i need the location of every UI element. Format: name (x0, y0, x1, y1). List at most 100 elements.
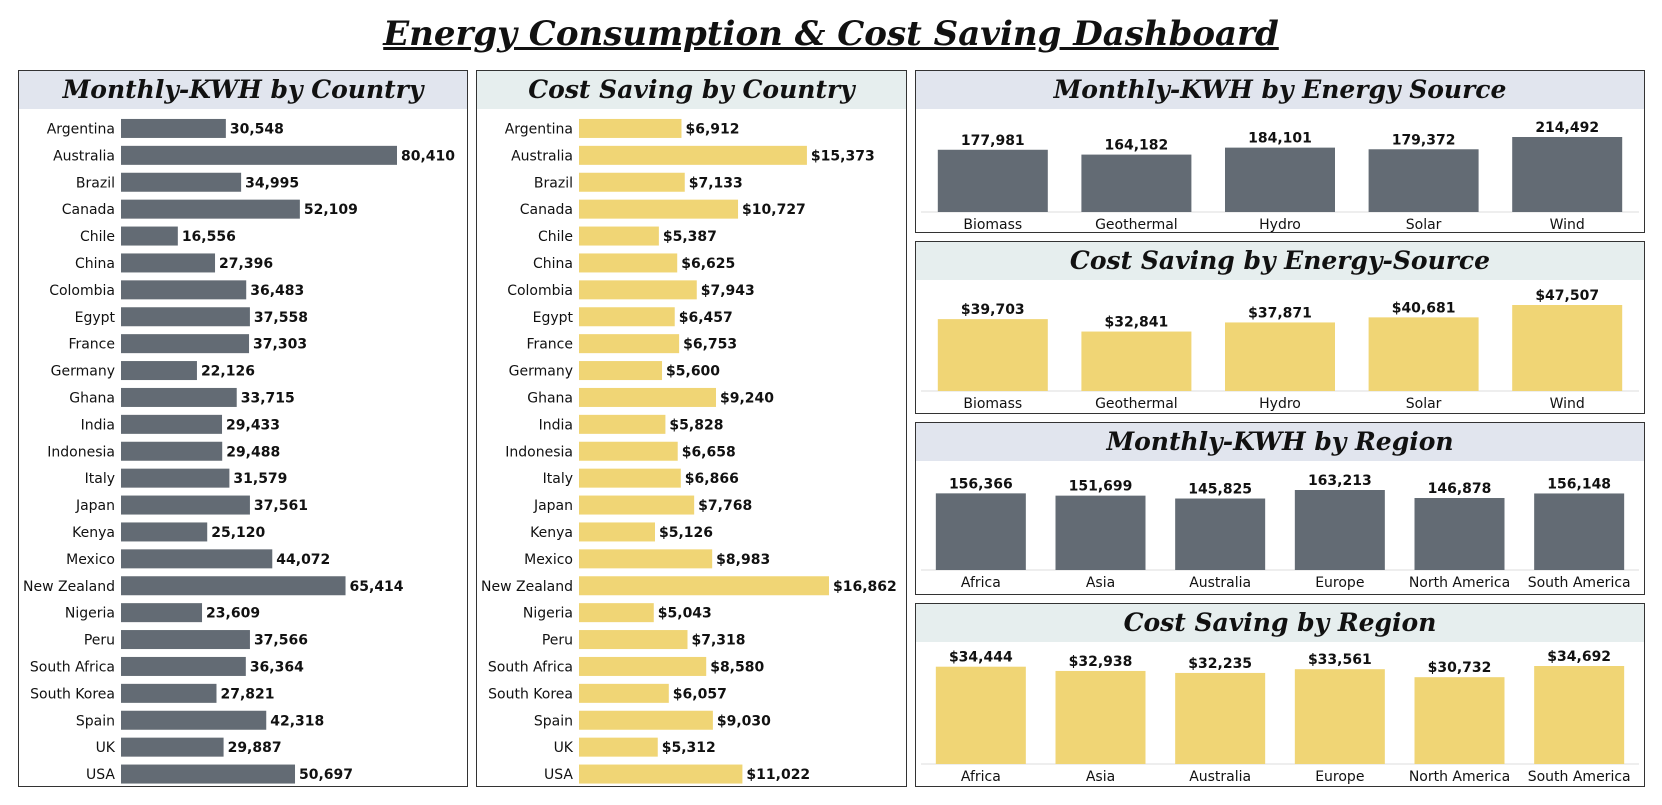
kwh-by-source-title: Monthly-KWH by Energy Source (916, 71, 1644, 109)
cost-country-category-label: India (539, 417, 573, 433)
kwh-region-bar-south-america (1534, 493, 1625, 570)
cost-region-bar-asia (1055, 670, 1146, 764)
cost-country-bar-usa (579, 764, 743, 784)
cost-country-value-label: $6,912 (685, 121, 739, 137)
cost-by-country-panel: Cost Saving by Country Argentina $6,912 Au… (476, 70, 907, 787)
cost-country-category-label: Indonesia (505, 444, 573, 460)
kwh-region-bar-asia (1055, 495, 1146, 570)
kwh-source-category-label: Wind (1550, 217, 1585, 232)
cost-country-bar-south-korea (579, 683, 669, 703)
cost-region-bar-south-america (1534, 666, 1625, 764)
kwh-source-bar-hydro (1225, 147, 1335, 212)
cost-country-category-label: Peru (542, 633, 573, 649)
cost-by-source-panel: Cost Saving by Energy-Source $39,703 Biom… (915, 241, 1645, 414)
cost-country-value-label: $5,387 (663, 229, 717, 245)
cost-country-category-label: South Korea (488, 686, 573, 702)
kwh-country-value-label: 42,318 (270, 713, 324, 729)
cost-source-category-label: Wind (1550, 396, 1585, 412)
cost-region-value-label: $32,938 (1069, 654, 1133, 670)
cost-region-category-label: Australia (1189, 769, 1251, 785)
kwh-country-value-label: 36,483 (250, 283, 304, 299)
cost-country-category-label: Kenya (530, 525, 573, 541)
cost-country-value-label: $15,373 (811, 148, 875, 164)
kwh-region-value-label: 151,699 (1069, 479, 1133, 495)
cost-country-value-label: $5,043 (658, 606, 712, 622)
kwh-source-category-label: Solar (1406, 217, 1442, 232)
kwh-region-value-label: 156,148 (1547, 476, 1611, 492)
kwh-country-value-label: 80,410 (401, 148, 455, 164)
cost-country-bar-australia (579, 145, 807, 165)
kwh-country-category-label: New Zealand (23, 579, 115, 595)
cost-country-bar-egypt (579, 307, 675, 327)
kwh-country-bar-colombia (121, 280, 247, 300)
kwh-country-category-label: Kenya (72, 525, 115, 541)
kwh-country-category-label: China (75, 256, 115, 272)
kwh-region-category-label: Africa (961, 575, 1001, 591)
cost-country-bar-indonesia (579, 441, 678, 461)
kwh-country-value-label: 37,558 (254, 310, 308, 326)
kwh-region-value-label: 156,366 (949, 476, 1013, 492)
kwh-source-bar-wind (1512, 137, 1623, 212)
cost-region-category-label: North America (1409, 769, 1510, 785)
kwh-country-value-label: 25,120 (211, 525, 265, 541)
cost-region-bar-north-america (1414, 677, 1505, 764)
kwh-country-value-label: 22,126 (201, 364, 255, 380)
cost-country-value-label: $5,312 (662, 740, 716, 756)
cost-country-bar-italy (579, 468, 681, 488)
cost-country-value-label: $5,828 (669, 417, 723, 433)
kwh-country-bar-germany (121, 361, 197, 381)
cost-source-value-label: $47,507 (1535, 288, 1599, 304)
kwh-country-value-label: 37,566 (254, 633, 308, 649)
cost-country-value-label: $7,768 (698, 498, 752, 514)
kwh-country-value-label: 27,396 (219, 256, 273, 272)
kwh-country-bar-australia (121, 145, 397, 165)
cost-country-bar-chile (579, 226, 659, 246)
kwh-source-category-label: Hydro (1259, 217, 1301, 232)
cost-country-bar-india (579, 414, 666, 434)
cost-region-value-label: $32,235 (1188, 656, 1252, 672)
cost-country-value-label: $6,753 (683, 337, 737, 353)
kwh-country-value-label: 16,556 (182, 229, 236, 245)
kwh-country-bar-india (121, 414, 223, 434)
kwh-source-bar-geothermal (1081, 154, 1192, 212)
kwh-country-bar-canada (121, 199, 300, 219)
kwh-source-value-label: 184,101 (1248, 131, 1312, 147)
cost-country-category-label: Mexico (524, 552, 573, 568)
cost-country-category-label: Italy (543, 471, 573, 487)
cost-country-category-label: Argentina (505, 121, 573, 137)
kwh-country-category-label: Indonesia (47, 444, 115, 460)
kwh-country-value-label: 30,548 (230, 121, 284, 137)
cost-country-value-label: $8,983 (716, 552, 770, 568)
cost-by-country-title: Cost Saving by Country (477, 71, 906, 109)
cost-by-region-title: Cost Saving by Region (916, 604, 1644, 642)
cost-country-bar-ghana (579, 387, 716, 407)
cost-country-bar-china (579, 253, 678, 273)
cost-source-value-label: $40,681 (1392, 300, 1456, 316)
kwh-country-value-label: 37,303 (253, 337, 307, 353)
kwh-country-category-label: India (81, 417, 115, 433)
cost-country-bar-new-zealand (579, 576, 829, 596)
kwh-country-bar-south-korea (121, 683, 217, 703)
kwh-country-bar-kenya (121, 522, 208, 542)
cost-country-category-label: Canada (520, 202, 573, 218)
kwh-country-category-label: South Korea (30, 686, 115, 702)
cost-source-category-label: Biomass (963, 396, 1022, 412)
kwh-country-category-label: Australia (53, 148, 115, 164)
cost-region-value-label: $33,561 (1308, 652, 1372, 668)
cost-country-category-label: Spain (534, 713, 573, 729)
kwh-country-bar-peru (121, 630, 250, 650)
cost-country-bar-colombia (579, 280, 697, 300)
kwh-country-value-label: 52,109 (304, 202, 358, 218)
kwh-country-category-label: Nigeria (65, 606, 115, 622)
cost-country-value-label: $7,133 (689, 175, 743, 191)
cost-country-bar-kenya (579, 522, 655, 542)
cost-country-value-label: $6,658 (682, 444, 736, 460)
cost-country-value-label: $11,022 (746, 767, 810, 783)
kwh-region-category-label: Europe (1315, 575, 1364, 591)
cost-by-source-chart: $39,703 Biomass $32,841 Geothermal $37,871 Hy… (921, 288, 1639, 412)
cost-source-bar-solar (1368, 317, 1479, 391)
kwh-country-bar-italy (121, 468, 230, 488)
cost-country-value-label: $8,580 (710, 659, 764, 675)
cost-country-value-label: $16,862 (833, 579, 897, 595)
kwh-region-bar-australia (1175, 498, 1266, 570)
